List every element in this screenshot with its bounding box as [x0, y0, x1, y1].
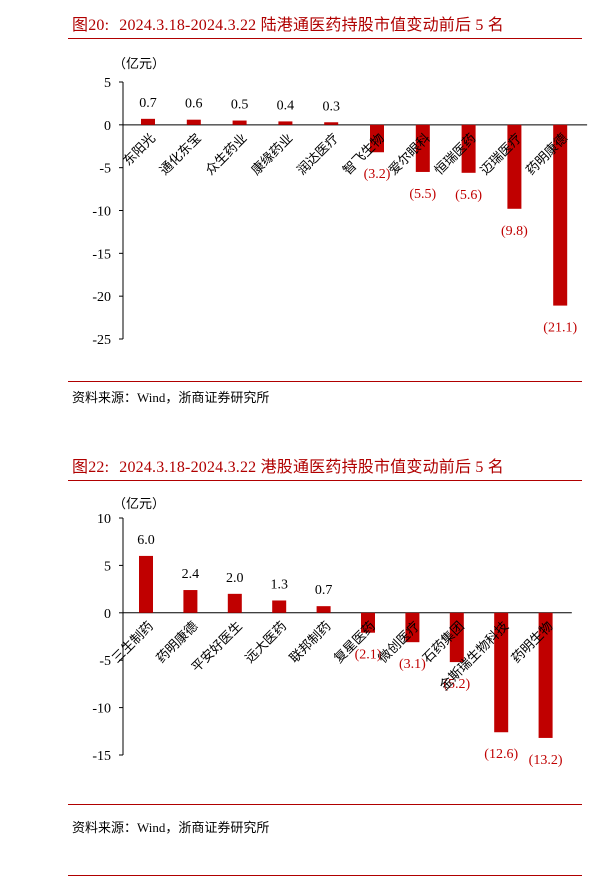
- bar: [361, 612, 375, 633]
- bar: [141, 118, 155, 125]
- data-label: (21.1): [543, 321, 577, 336]
- category-label: 联邦制药: [286, 618, 333, 665]
- bar: [278, 121, 293, 125]
- category-label: 东阳光: [120, 130, 158, 168]
- data-label: (2.1): [355, 648, 382, 663]
- y-tick-label: -25: [92, 333, 111, 348]
- y-tick-label: -10: [92, 205, 111, 220]
- data-label: (5.5): [409, 187, 436, 202]
- data-label: (5.2): [443, 677, 470, 692]
- bar: [415, 124, 430, 172]
- bar: [538, 612, 553, 738]
- y-tick-label: 5: [104, 76, 111, 91]
- category-label: 通化东宝: [157, 130, 204, 177]
- title-rule: [68, 38, 582, 39]
- bar: [139, 555, 153, 613]
- data-label: 0.7: [315, 583, 333, 598]
- source-note: 资料来源：Wind，浙商证券研究所: [72, 390, 270, 405]
- figure-title-text: 2024.3.18-2024.3.22 陆港通医药持股市值变动前后 5 名: [119, 17, 504, 34]
- chart-panel-2: 图22: 2024.3.18-2024.3.22 港股通医药持股市值变动前后 5 …: [0, 430, 600, 878]
- bar: [183, 590, 198, 613]
- source-rule: [68, 381, 582, 382]
- chart-title: 图22: 2024.3.18-2024.3.22 港股通医药持股市值变动前后 5 …: [72, 453, 504, 477]
- data-label: 0.6: [185, 97, 203, 112]
- bar: [461, 124, 476, 173]
- data-label: 6.0: [137, 533, 155, 548]
- chart-title: 图20: 2024.3.18-2024.3.22 陆港通医药持股市值变动前后 5 …: [72, 11, 504, 35]
- bar: [449, 612, 464, 663]
- category-label: 润达医疗: [294, 130, 341, 177]
- category-label: 远大医药: [242, 618, 289, 665]
- y-tick-label: -20: [92, 290, 111, 305]
- figure-number: 图20:: [72, 17, 110, 34]
- bar: [507, 124, 522, 209]
- bar: [370, 124, 384, 153]
- bar: [227, 593, 242, 613]
- bar: [232, 120, 247, 125]
- data-label: (9.8): [501, 224, 528, 239]
- chart-panel-1: 图20: 2024.3.18-2024.3.22 陆港通医药持股市值变动前后 5 …: [0, 0, 600, 430]
- bar: [405, 612, 420, 643]
- data-label: 0.5: [231, 98, 249, 113]
- data-label: 0.3: [322, 99, 340, 114]
- y-tick-label: -15: [92, 749, 111, 764]
- bar: [553, 124, 568, 306]
- category-label: 三生制药: [109, 618, 156, 665]
- bottom-rule: [68, 875, 582, 876]
- source-note: 资料来源：Wind，浙商证券研究所: [72, 820, 270, 835]
- data-label: (3.2): [364, 167, 391, 182]
- data-label: 2.4: [182, 567, 200, 582]
- y-tick-label: -5: [99, 654, 111, 669]
- bar: [494, 612, 509, 733]
- y-tick-label: -10: [92, 702, 111, 717]
- bar-chart: （亿元）1050-5-10-156.0三生制药2.4药明康德2.0平安好医生1.…: [92, 496, 572, 768]
- figure-number: 图22:: [72, 459, 110, 476]
- title-rule: [68, 480, 582, 481]
- y-tick-label: 0: [104, 607, 111, 622]
- y-tick-label: -15: [92, 247, 111, 262]
- data-label: (12.6): [484, 747, 518, 762]
- y-tick-label: 5: [104, 559, 111, 574]
- bar: [272, 600, 287, 613]
- category-label: 众生药业: [202, 130, 249, 177]
- y-tick-label: 0: [104, 119, 111, 134]
- bar: [316, 606, 331, 613]
- data-label: 0.7: [139, 96, 157, 111]
- y-axis-unit-label: （亿元）: [113, 56, 165, 71]
- data-label: (5.6): [455, 188, 482, 203]
- bar: [324, 122, 339, 125]
- data-label: 2.0: [226, 571, 244, 586]
- bar-chart: （亿元）5 0 -5 -10 -15 -20 -25 0.7 东阳光 0.6 通化东宝 0.5 众生药业…: [92, 56, 588, 348]
- bar: [186, 119, 201, 125]
- category-label: 康缘药业: [248, 130, 295, 177]
- source-rule: [68, 804, 582, 805]
- data-label: 1.3: [270, 577, 288, 592]
- figure-title-text: 2024.3.18-2024.3.22 港股通医药持股市值变动前后 5 名: [119, 459, 504, 476]
- data-label: (13.2): [529, 753, 563, 768]
- data-label: 0.4: [277, 98, 295, 113]
- y-tick-label: 10: [97, 512, 111, 527]
- y-tick-label: -5: [99, 162, 111, 177]
- y-axis-unit-label: （亿元）: [113, 496, 165, 511]
- data-label: (3.1): [399, 657, 426, 672]
